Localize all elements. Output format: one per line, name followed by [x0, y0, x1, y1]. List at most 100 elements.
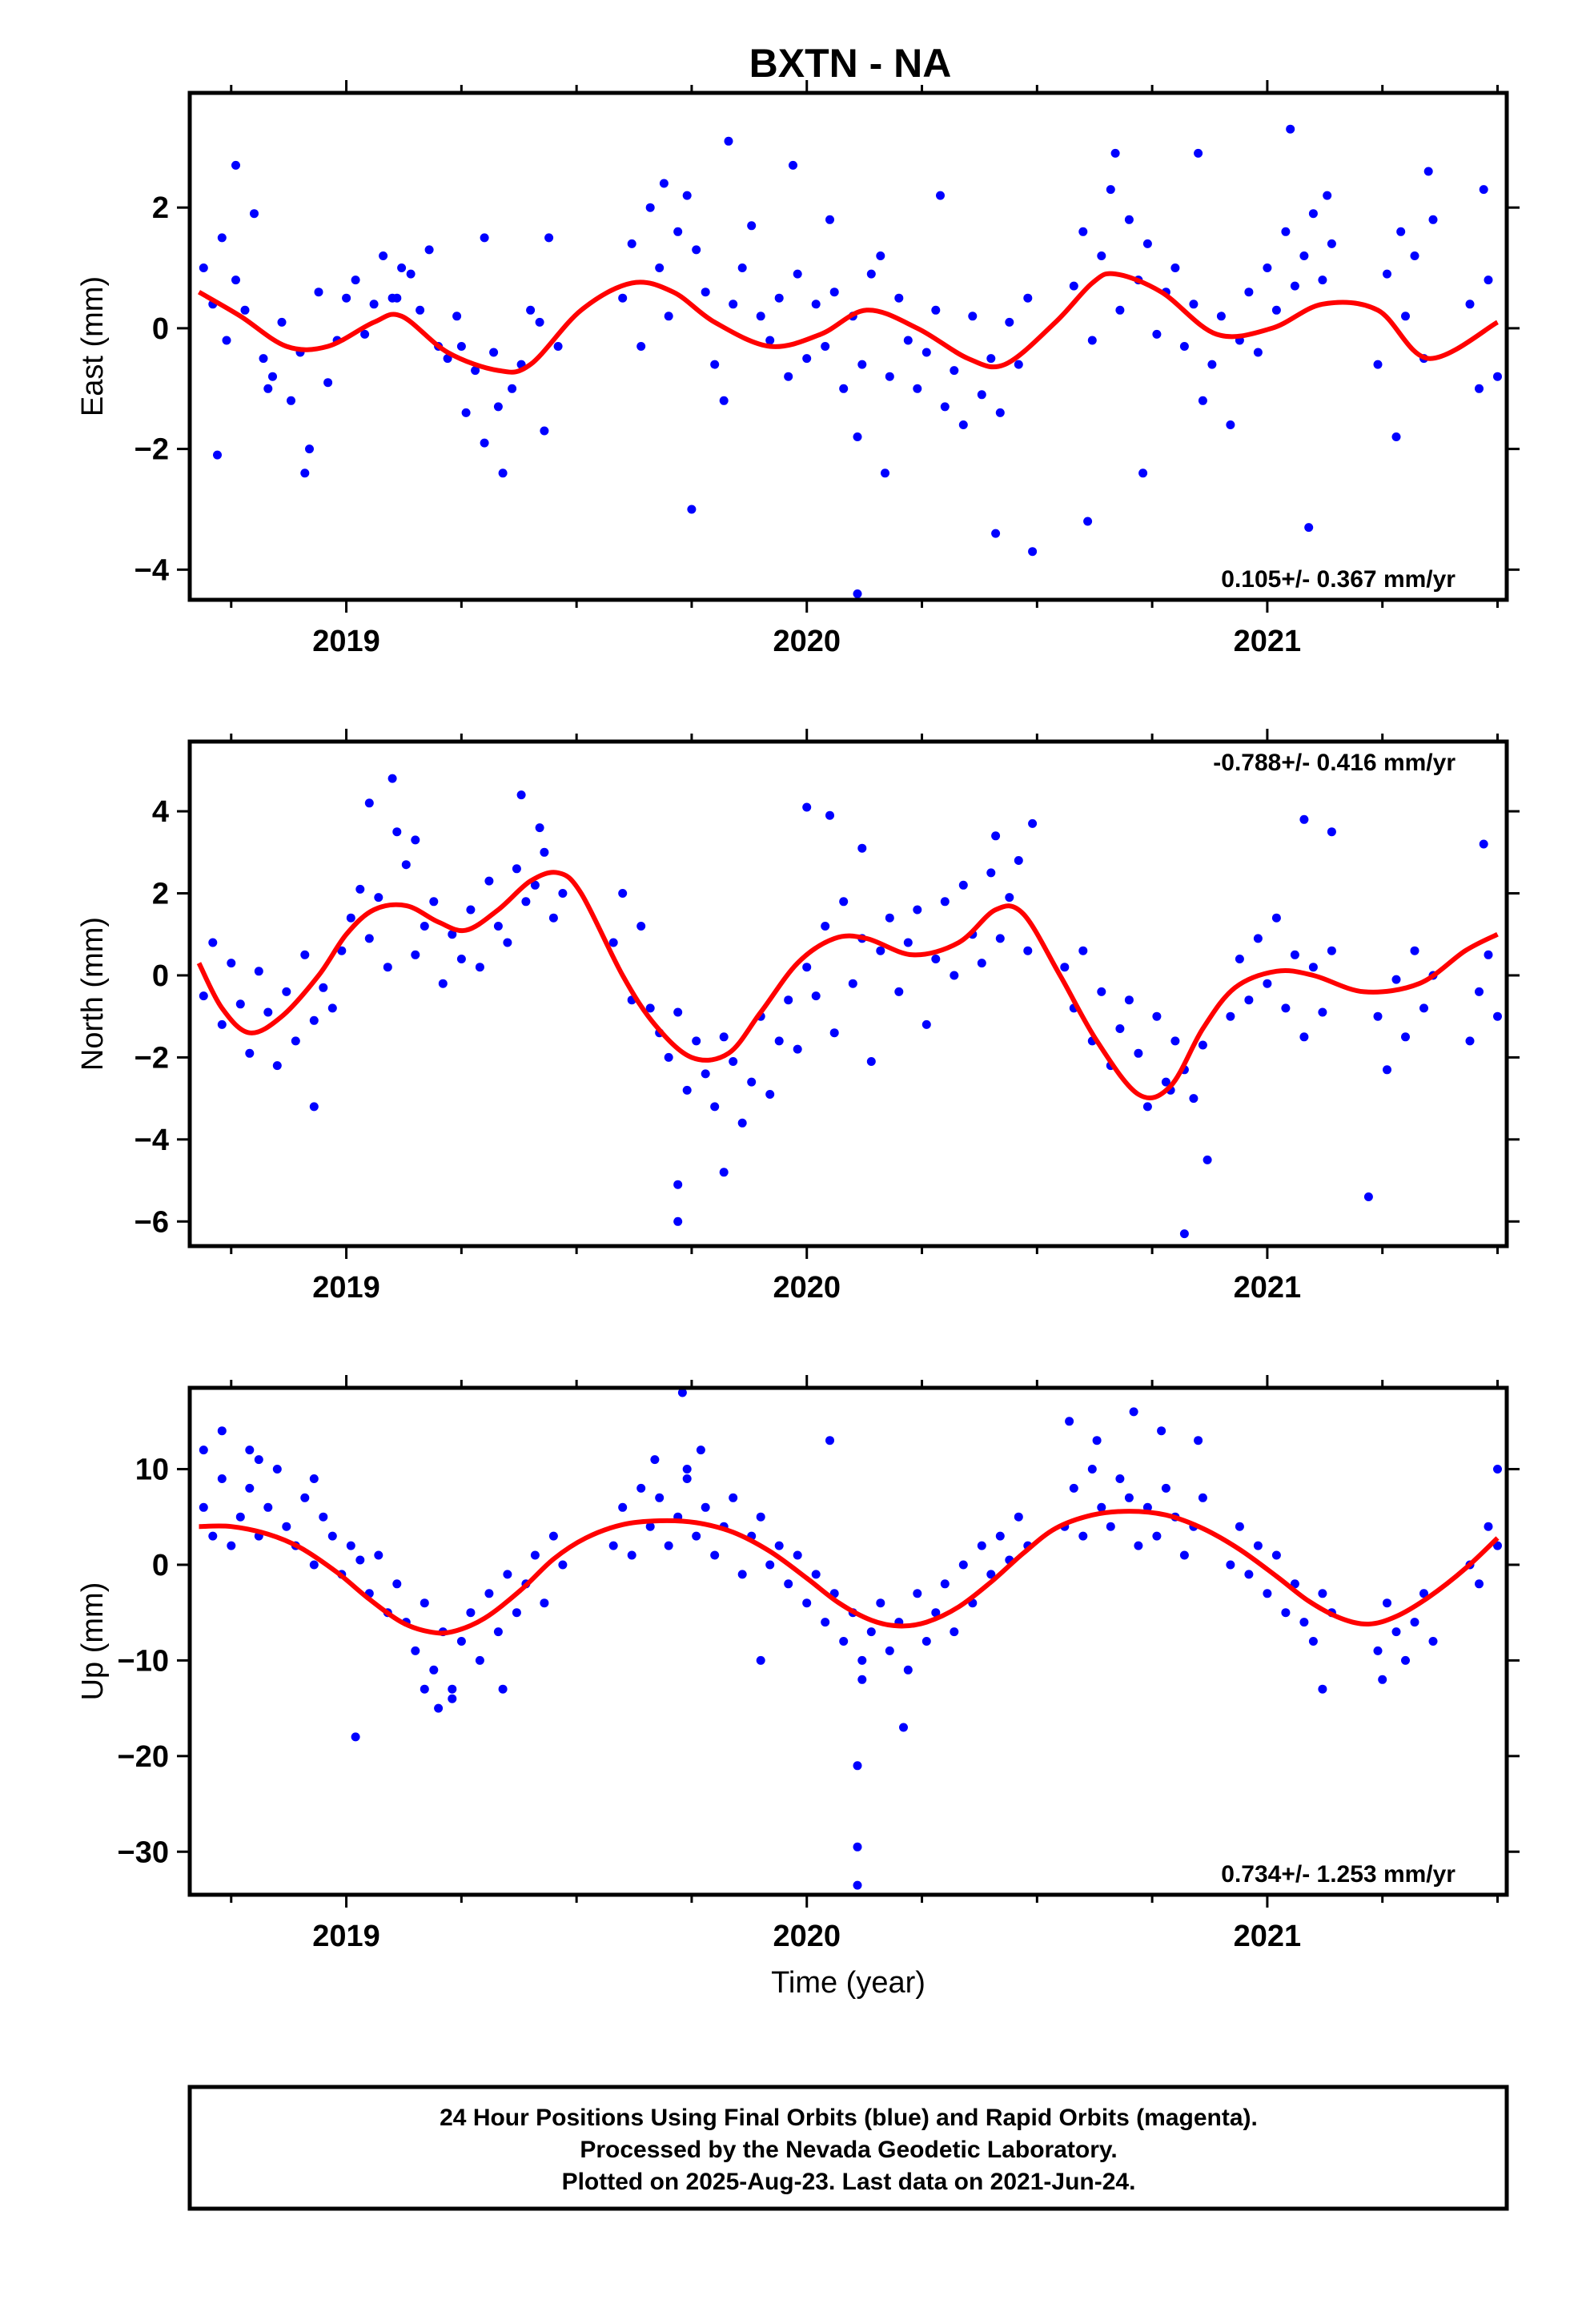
north-data-point — [692, 1036, 701, 1046]
north-data-point — [1373, 1011, 1383, 1021]
north-data-point — [1124, 995, 1134, 1005]
up-data-point — [664, 1541, 673, 1550]
up-y-tick-label: −30 — [118, 1835, 169, 1869]
north-data-point — [866, 1057, 876, 1066]
east-data-point — [857, 360, 867, 369]
north-data-point — [1253, 934, 1263, 943]
up-data-point — [498, 1684, 508, 1694]
east-fit-curve — [197, 271, 1499, 375]
east-data-point — [544, 233, 554, 243]
east-data-point — [379, 251, 388, 260]
north-data-point — [1060, 963, 1070, 972]
north-data-point — [429, 897, 439, 907]
up-data-point — [913, 1589, 922, 1598]
east-data-point — [392, 293, 402, 303]
north-data-point — [765, 1090, 775, 1099]
x-axis-label: Time (year) — [771, 1966, 926, 2000]
north-data-point — [282, 987, 291, 996]
east-data-point — [498, 468, 508, 478]
east-data-point — [756, 312, 765, 321]
north-data-point — [1419, 1003, 1428, 1013]
east-data-point — [1423, 167, 1433, 176]
east-data-point — [397, 263, 407, 272]
east-data-point — [489, 348, 499, 357]
north-data-point — [636, 922, 646, 931]
north-data-point — [1023, 946, 1033, 955]
north-data-point — [438, 979, 448, 988]
up-data-point — [857, 1675, 867, 1684]
east-data-point — [305, 444, 314, 454]
east-data-point — [323, 378, 333, 388]
up-data-point — [208, 1531, 218, 1541]
north-data-point — [664, 1052, 673, 1062]
up-data-point — [1129, 1407, 1138, 1417]
up-data-point — [857, 1655, 867, 1665]
up-data-point — [701, 1502, 710, 1512]
up-data-point — [448, 1684, 457, 1694]
north-data-point — [1097, 987, 1106, 996]
east-data-point — [765, 336, 775, 345]
up-data-point — [309, 1560, 319, 1570]
east-data-point — [931, 305, 941, 315]
east-data-point — [655, 263, 665, 272]
east-data-point — [729, 300, 738, 309]
up-data-point — [1383, 1598, 1391, 1608]
north-data-point — [673, 1216, 683, 1226]
east-data-point — [250, 209, 259, 219]
up-data-point — [1014, 1512, 1023, 1522]
east-data-point — [342, 293, 351, 303]
east-data-point — [995, 408, 1005, 417]
north-data-point — [263, 1007, 273, 1017]
up-data-point — [682, 1474, 692, 1483]
east-y-tick-label: 2 — [152, 191, 169, 225]
east-data-point — [1028, 547, 1038, 557]
north-data-point — [235, 999, 245, 1009]
north-x-tick-label: 2020 — [773, 1271, 841, 1305]
north-points — [196, 774, 1502, 1239]
up-data-point — [1244, 1570, 1254, 1579]
up-data-point — [282, 1522, 291, 1531]
up-data-point — [272, 1465, 282, 1474]
up-data-point — [696, 1445, 705, 1455]
east-data-point — [1023, 293, 1033, 303]
north-data-point — [729, 1057, 738, 1066]
north-data-point — [512, 864, 521, 874]
up-data-point — [756, 1512, 765, 1522]
north-plot-frame — [187, 739, 1509, 1248]
up-data-point — [1428, 1637, 1438, 1646]
east-data-point — [802, 354, 812, 364]
east-data-point — [636, 342, 646, 351]
up-data-point — [1318, 1684, 1327, 1694]
up-data-point — [1493, 1465, 1502, 1474]
up-data-point — [1092, 1436, 1102, 1445]
up-data-point — [503, 1570, 512, 1579]
east-data-point — [1271, 305, 1281, 315]
east-data-point — [853, 432, 862, 441]
east-data-point — [1383, 269, 1391, 279]
east-data-point — [1391, 432, 1401, 441]
east-data-point — [480, 438, 489, 448]
north-data-point — [392, 827, 402, 837]
east-x-tick-label: 2021 — [1234, 625, 1302, 658]
east-data-point — [958, 420, 968, 429]
north-y-tick-label: 4 — [152, 795, 169, 829]
north-data-point — [484, 876, 494, 886]
up-data-point — [351, 1732, 360, 1742]
north-data-point — [1005, 893, 1014, 903]
up-x-tick-label: 2019 — [312, 1920, 380, 1953]
east-data-point — [480, 233, 489, 243]
east-data-point — [1410, 251, 1419, 260]
north-data-point — [503, 938, 512, 947]
up-data-point — [921, 1637, 931, 1646]
north-data-point — [1281, 1003, 1291, 1013]
up-data-point — [1134, 1541, 1143, 1550]
up-data-point — [1475, 1579, 1484, 1589]
up-data-point — [327, 1531, 337, 1541]
north-fit-curve — [196, 870, 1499, 1100]
north-data-point — [1465, 1036, 1475, 1046]
up-data-point — [1308, 1637, 1318, 1646]
east-data-point — [866, 269, 876, 279]
up-data-point — [1253, 1541, 1263, 1550]
east-data-point — [508, 384, 517, 393]
up-data-point — [1194, 1436, 1203, 1445]
